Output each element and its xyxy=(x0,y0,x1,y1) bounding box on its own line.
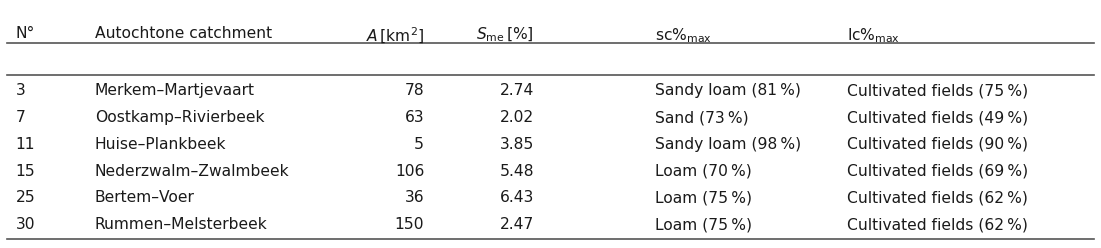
Text: 5: 5 xyxy=(414,137,424,152)
Text: Huise–Plankbeek: Huise–Plankbeek xyxy=(95,137,226,152)
Text: 106: 106 xyxy=(395,164,424,179)
Text: Rummen–Melsterbeek: Rummen–Melsterbeek xyxy=(95,217,268,232)
Text: Autochtone catchment: Autochtone catchment xyxy=(95,26,272,41)
Text: 6.43: 6.43 xyxy=(500,190,534,205)
Text: Cultivated fields (62 %): Cultivated fields (62 %) xyxy=(847,190,1028,205)
Text: 30: 30 xyxy=(15,217,35,232)
Text: Cultivated fields (69 %): Cultivated fields (69 %) xyxy=(847,164,1028,179)
Text: Loam (70 %): Loam (70 %) xyxy=(655,164,752,179)
Text: Loam (75 %): Loam (75 %) xyxy=(655,217,752,232)
Text: 25: 25 xyxy=(15,190,35,205)
Text: 3: 3 xyxy=(15,83,25,98)
Text: 36: 36 xyxy=(404,190,424,205)
Text: 2.02: 2.02 xyxy=(500,110,534,125)
Text: 15: 15 xyxy=(15,164,35,179)
Text: 63: 63 xyxy=(404,110,424,125)
Text: Sandy loam (98 %): Sandy loam (98 %) xyxy=(655,137,800,152)
Text: Cultivated fields (49 %): Cultivated fields (49 %) xyxy=(847,110,1028,125)
Text: Oostkamp–Rivierbeek: Oostkamp–Rivierbeek xyxy=(95,110,264,125)
Text: 2.47: 2.47 xyxy=(500,217,534,232)
Text: sc%$_{\mathrm{max}}$: sc%$_{\mathrm{max}}$ xyxy=(655,26,711,45)
Text: $A\,[\mathrm{km}^2]$: $A\,[\mathrm{km}^2]$ xyxy=(366,26,424,46)
Text: N°: N° xyxy=(15,26,35,41)
Text: Sand (73 %): Sand (73 %) xyxy=(655,110,749,125)
Text: Cultivated fields (62 %): Cultivated fields (62 %) xyxy=(847,217,1028,232)
Text: Nederzwalm–Zwalmbeek: Nederzwalm–Zwalmbeek xyxy=(95,164,290,179)
Text: 150: 150 xyxy=(394,217,424,232)
Text: 3.85: 3.85 xyxy=(500,137,534,152)
Text: 2.74: 2.74 xyxy=(500,83,534,98)
Text: 78: 78 xyxy=(404,83,424,98)
Text: 7: 7 xyxy=(15,110,25,125)
Text: Bertem–Voer: Bertem–Voer xyxy=(95,190,195,205)
Text: Sandy loam (81 %): Sandy loam (81 %) xyxy=(655,83,800,98)
Text: 5.48: 5.48 xyxy=(500,164,534,179)
Text: Cultivated fields (75 %): Cultivated fields (75 %) xyxy=(847,83,1028,98)
Text: lc%$_{\mathrm{max}}$: lc%$_{\mathrm{max}}$ xyxy=(847,26,900,45)
Text: $S_{\mathrm{me}}\,[\%]$: $S_{\mathrm{me}}\,[\%]$ xyxy=(477,26,534,44)
Text: Merkem–Martjevaart: Merkem–Martjevaart xyxy=(95,83,254,98)
Text: 11: 11 xyxy=(15,137,35,152)
Text: Cultivated fields (90 %): Cultivated fields (90 %) xyxy=(847,137,1028,152)
Text: Loam (75 %): Loam (75 %) xyxy=(655,190,752,205)
